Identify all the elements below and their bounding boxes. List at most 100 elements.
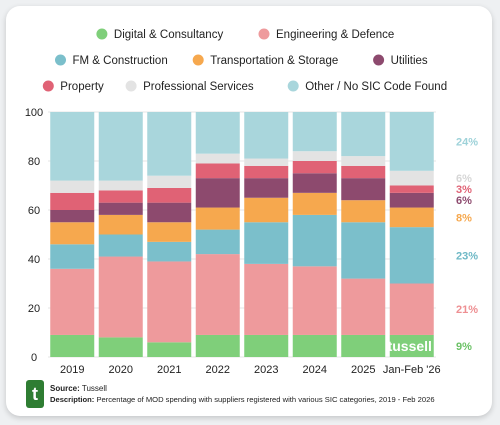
bar-segment bbox=[244, 158, 289, 166]
bar-segment bbox=[389, 185, 434, 193]
end-value-label: 9% bbox=[456, 341, 472, 353]
x-tick-label: 2024 bbox=[303, 364, 327, 376]
x-tick-label: Jan-Feb '26 bbox=[383, 364, 441, 376]
legend-label: FM & Construction bbox=[73, 55, 168, 67]
bar-segment bbox=[292, 151, 337, 161]
end-value-label: 6% bbox=[456, 195, 472, 207]
bar-segment bbox=[147, 112, 192, 176]
bar-segment bbox=[50, 222, 95, 245]
bar-segment bbox=[50, 112, 95, 181]
legend-label: Property bbox=[60, 81, 104, 93]
bar-segment bbox=[341, 112, 386, 157]
legend-swatch bbox=[125, 80, 137, 92]
legend-swatch bbox=[287, 80, 299, 92]
bar-segment bbox=[341, 222, 386, 279]
bar-segment bbox=[389, 170, 434, 186]
bar-segment bbox=[98, 256, 143, 338]
y-tick-label: 60 bbox=[28, 205, 40, 217]
bar-segment bbox=[50, 244, 95, 269]
bar-segment bbox=[244, 112, 289, 159]
bar-segment bbox=[292, 192, 337, 215]
bar-segment bbox=[389, 192, 434, 208]
bar-segment bbox=[341, 165, 386, 179]
legend-label: Professional Services bbox=[143, 81, 254, 93]
x-tick-label: 2022 bbox=[206, 364, 230, 376]
legend-label: Utilities bbox=[391, 55, 428, 67]
bar-segment bbox=[147, 241, 192, 262]
bar-segment bbox=[147, 202, 192, 223]
bar-segment bbox=[98, 214, 143, 235]
bar-segment bbox=[244, 178, 289, 198]
source-label: Source: bbox=[50, 384, 80, 393]
bar-segment bbox=[147, 175, 192, 188]
bar-segment bbox=[292, 334, 337, 357]
bar-segment bbox=[50, 268, 95, 335]
bar-segment bbox=[147, 261, 192, 343]
bar-segment bbox=[244, 263, 289, 335]
bar-segment bbox=[195, 207, 240, 230]
bar-segment bbox=[244, 222, 289, 264]
bar-segment bbox=[292, 173, 337, 193]
description-text: Percentage of MOD spending with supplier… bbox=[96, 395, 435, 404]
source-text: Tussell bbox=[81, 384, 107, 393]
bar-segment bbox=[98, 180, 143, 191]
bar-segment bbox=[292, 112, 337, 152]
bar-segment bbox=[195, 254, 240, 335]
bar-segment bbox=[341, 278, 386, 335]
legend-label: Engineering & Defence bbox=[276, 29, 394, 41]
end-value-label: 6% bbox=[456, 173, 472, 185]
bar-segment bbox=[50, 334, 95, 357]
legend-label: Other / No SIC Code Found bbox=[305, 81, 447, 93]
bar-segment bbox=[389, 112, 434, 171]
bar-segment bbox=[147, 187, 192, 203]
bar-segment bbox=[389, 207, 434, 228]
x-tick-label: 2020 bbox=[109, 364, 133, 376]
bar-segment bbox=[195, 178, 240, 208]
end-value-label: 24% bbox=[456, 136, 478, 148]
chart-footer: t Source: Tussell Description: Percentag… bbox=[26, 378, 486, 410]
legend-swatch bbox=[96, 28, 108, 40]
bar-segment bbox=[195, 229, 240, 255]
bar-segment bbox=[292, 266, 337, 335]
x-tick-label: 2019 bbox=[60, 364, 84, 376]
bar-segment bbox=[50, 192, 95, 210]
legend-swatch bbox=[192, 54, 204, 66]
x-tick-label: 2025 bbox=[351, 364, 375, 376]
bar-segment bbox=[98, 190, 143, 203]
bar-segment bbox=[341, 156, 386, 166]
legend-label: Digital & Consultancy bbox=[114, 29, 224, 41]
legend-swatch bbox=[373, 54, 385, 66]
bar-segment bbox=[147, 222, 192, 242]
y-tick-label: 80 bbox=[28, 156, 40, 168]
bar-segment bbox=[341, 178, 386, 201]
y-tick-label: 0 bbox=[31, 352, 37, 364]
bar-segment bbox=[195, 112, 240, 154]
bar-segment bbox=[244, 334, 289, 357]
description-label: Description: bbox=[50, 395, 95, 404]
bar-segment bbox=[195, 153, 240, 164]
legend-swatch bbox=[42, 80, 54, 92]
end-value-label: 23% bbox=[456, 250, 478, 262]
description-line: Description: Percentage of MOD spending … bbox=[50, 395, 435, 404]
legend-label: Transportation & Storage bbox=[210, 55, 338, 67]
bar-segment bbox=[98, 234, 143, 257]
bar-segment bbox=[292, 161, 337, 174]
end-value-label: 3% bbox=[456, 184, 472, 196]
y-tick-label: 20 bbox=[28, 303, 40, 315]
bar-segment bbox=[98, 337, 143, 357]
bar-segment bbox=[195, 334, 240, 357]
bar-segment bbox=[389, 334, 434, 357]
bar-segment bbox=[389, 283, 434, 335]
bar-segment bbox=[341, 200, 386, 223]
legend-swatch bbox=[55, 54, 66, 66]
x-tick-label: 2021 bbox=[157, 364, 181, 376]
tussell-logo-icon: t bbox=[26, 380, 44, 408]
bar-segment bbox=[244, 197, 289, 223]
x-tick-label: 2023 bbox=[254, 364, 278, 376]
bar-segment bbox=[195, 163, 240, 179]
bar-segment bbox=[147, 342, 192, 357]
legend-swatch bbox=[258, 28, 270, 40]
y-tick-label: 100 bbox=[25, 107, 43, 119]
bar-segment bbox=[244, 165, 289, 179]
